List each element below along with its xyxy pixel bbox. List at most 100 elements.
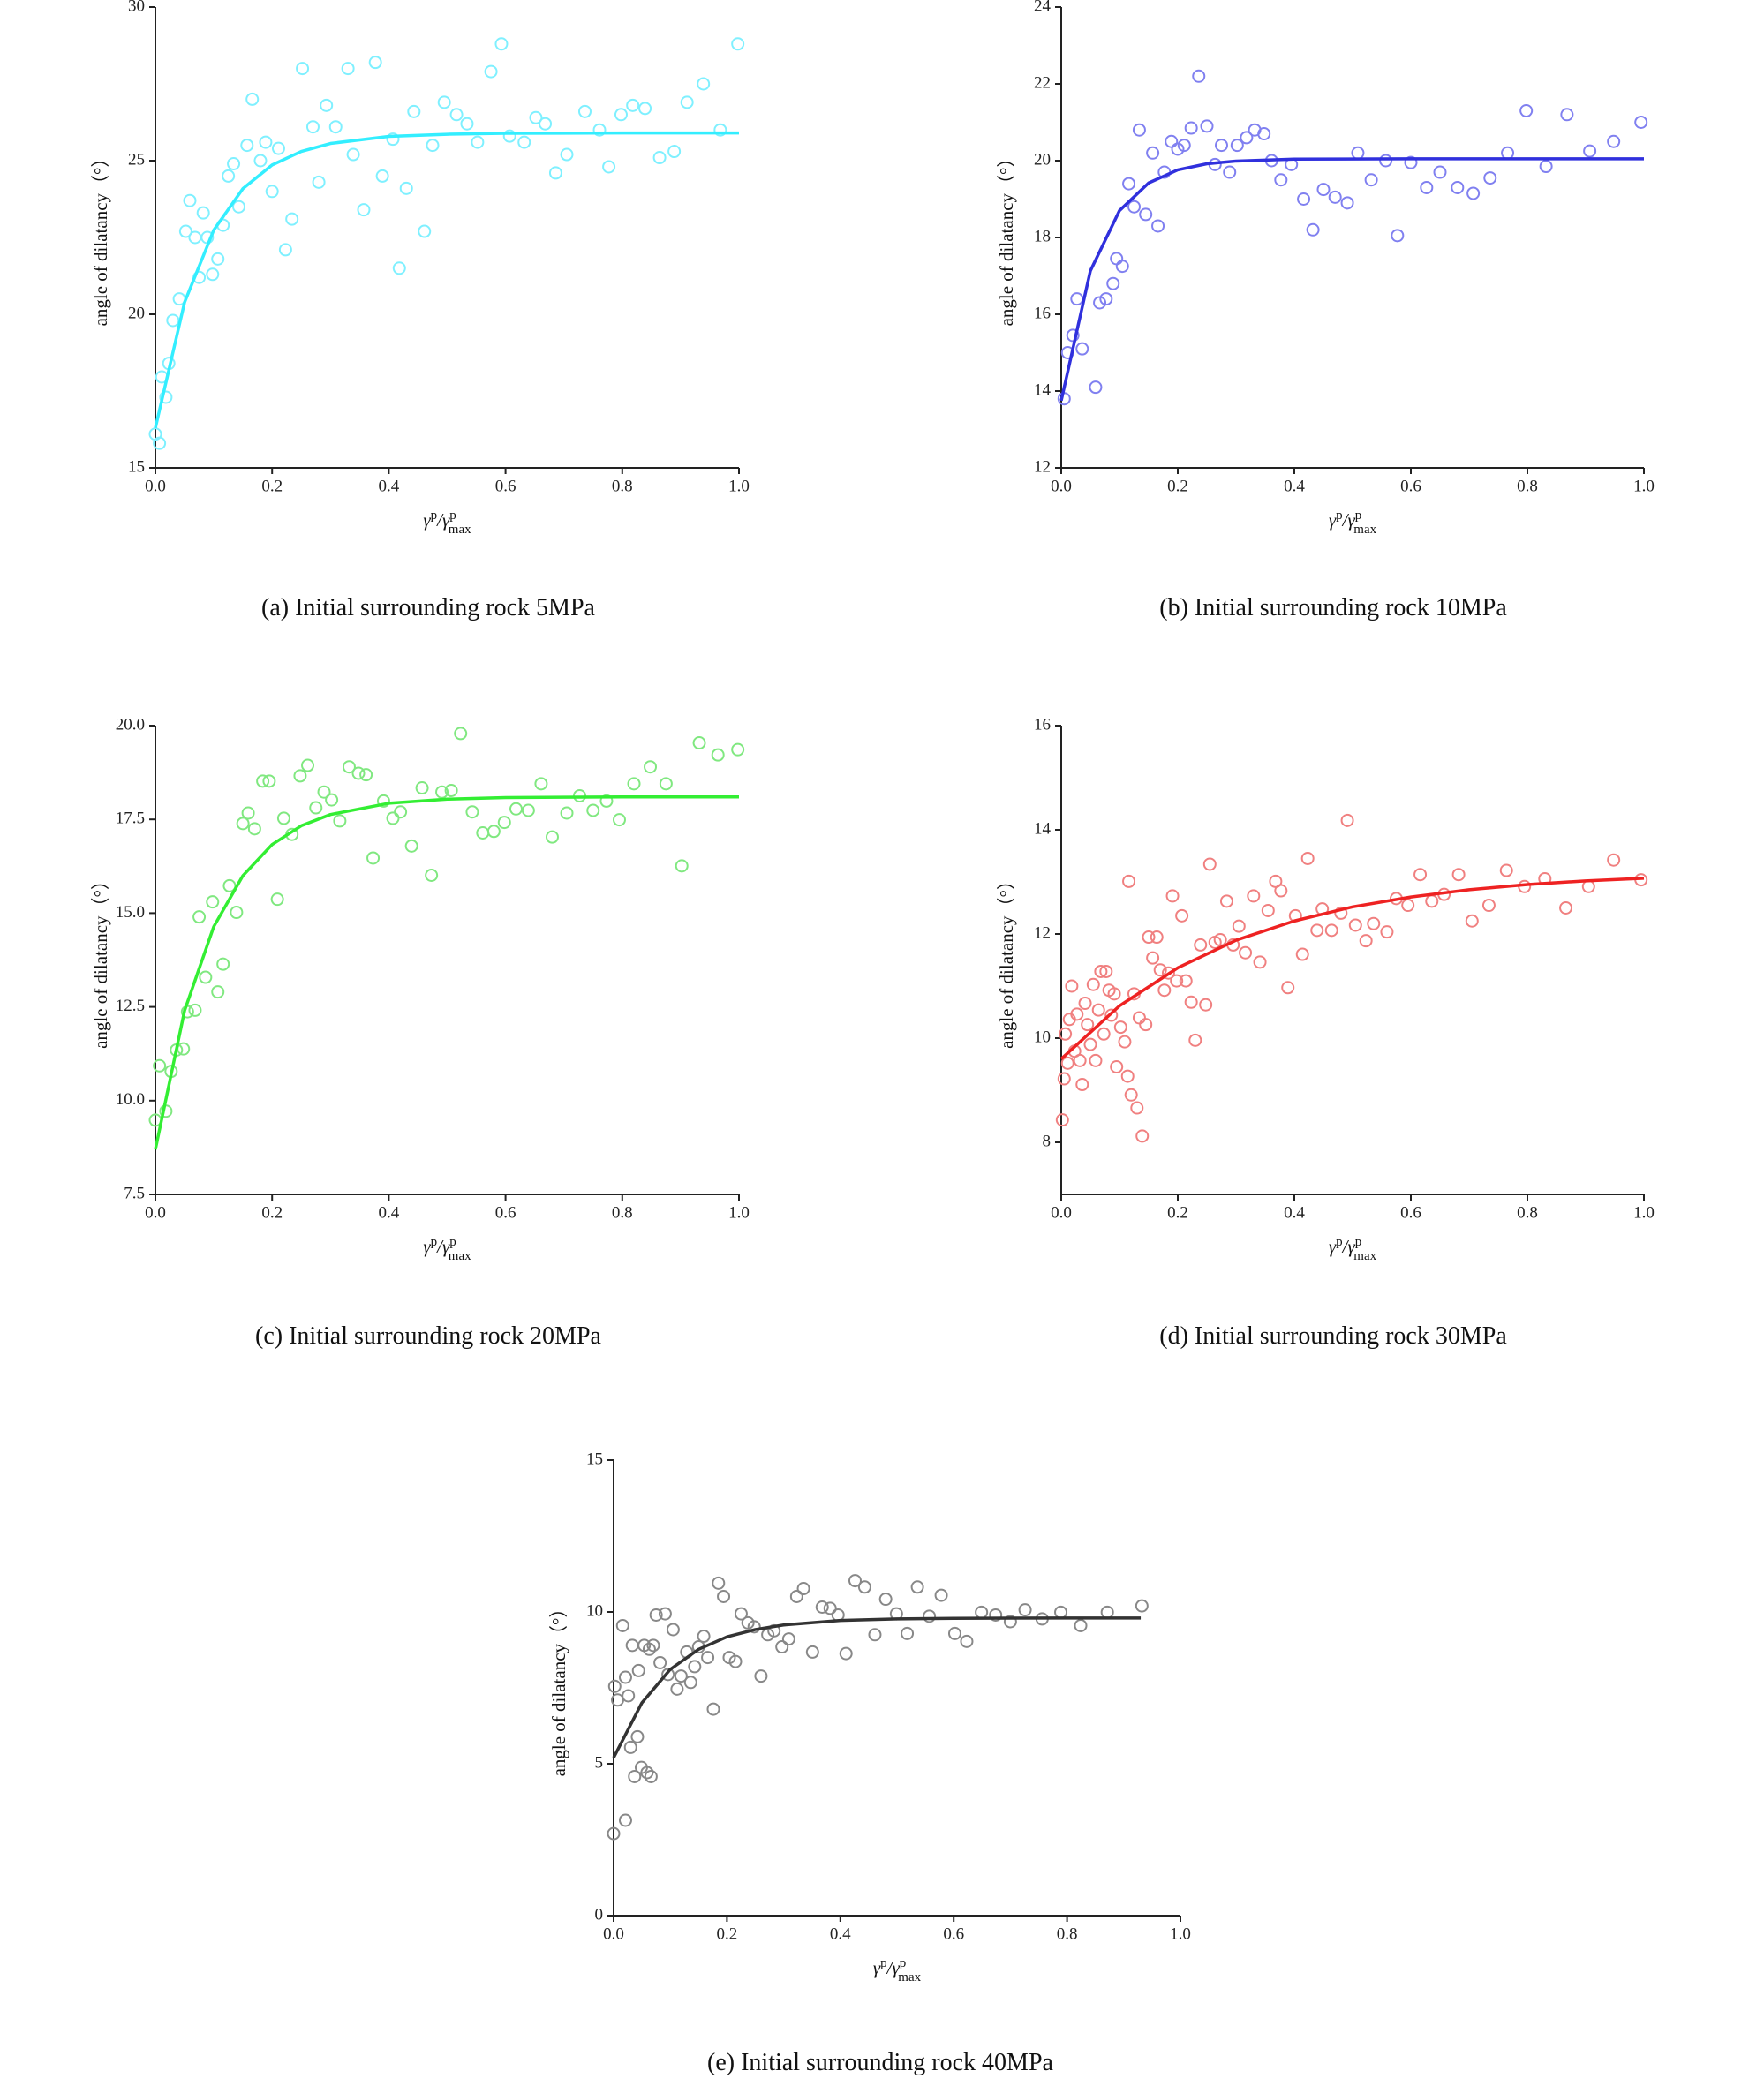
x-tick-label: 0.4 [830,1924,851,1943]
data-point [1091,1003,1105,1017]
data-point [271,141,285,155]
fit-curve [612,1616,1142,1758]
data-point [1127,200,1141,214]
data-point [623,1740,637,1754]
data-point [652,151,667,165]
data-point [1425,894,1439,908]
data-point [683,1676,697,1690]
data-point [868,1628,882,1642]
data-point [638,102,652,116]
x-tick-label: 1.0 [728,477,750,495]
data-point [607,1826,621,1841]
data-point [1300,851,1315,865]
data-point [1240,131,1254,145]
x-axis-label-part: /γ [436,1236,450,1257]
data-point [465,805,479,819]
data-point [560,806,574,820]
data-point [706,1702,720,1716]
x-axis-label-part: γ [873,1957,881,1978]
data-point [1465,914,1479,928]
data-point [658,1607,672,1621]
y-tick-label: 15.0 [116,903,145,922]
data-point [460,117,474,131]
data-point [1074,1618,1088,1632]
data-point [947,1626,961,1640]
data-point [375,169,389,183]
data-point [577,104,592,118]
data-point [701,1651,715,1665]
data-point [1253,955,1267,969]
y-tick-label: 30 [128,0,145,15]
x-tick-label: 0.8 [1517,1203,1538,1222]
data-point [1179,974,1193,988]
data-point [697,1630,711,1644]
data-point [1202,857,1217,871]
data-point [399,181,413,195]
data-point [857,1580,871,1594]
data-point [259,135,273,149]
data-point [713,123,727,137]
data-point [731,742,745,757]
y-tick-label: 7.5 [124,1184,145,1202]
data-point [560,147,574,162]
y-tick-label: 20 [128,304,145,322]
x-axis-label-part: p [880,1956,887,1970]
x-tick-label: 0.6 [1400,477,1421,495]
data-point [1122,177,1136,191]
data-point [1367,916,1381,930]
data-point [1170,974,1184,988]
data-point [418,224,432,238]
x-axis-label-part: p [449,508,456,523]
x-axis-label-part: p [900,1956,907,1970]
data-point [1146,146,1160,160]
data-point [502,129,516,143]
data-point [1065,979,1079,993]
data-point [1215,139,1228,153]
data-point [615,1618,629,1632]
data-point [901,1626,915,1640]
data-point [1634,116,1648,129]
data-point [188,230,202,245]
data-point [1059,1027,1073,1041]
data-point [293,769,307,783]
x-tick-label: 0.4 [1284,477,1305,495]
data-point [196,206,210,220]
fit-curve [1059,877,1645,1060]
data-point [256,774,270,788]
caption: (d) Initial surrounding rock 30MPa [1159,1322,1507,1350]
data-point [211,985,225,999]
data-point [1075,342,1089,356]
data-point [1060,1056,1074,1070]
y-tick-label: 8 [1043,1132,1052,1150]
data-point [644,1769,658,1783]
data-point [1239,945,1253,960]
data-point [878,1593,893,1607]
data-point [305,120,320,134]
data-point [631,1663,645,1677]
x-axis-label: γp/γp max [1329,508,1377,537]
data-point [1404,155,1418,169]
x-tick-label: 0.8 [612,1203,633,1222]
x-axis-label-part: p [1355,1235,1362,1249]
x-tick-label: 0.6 [495,1203,516,1222]
y-tick-label: 14 [1034,380,1052,399]
x-axis-label-part: p [431,508,438,523]
y-axis-label: angle of dilatancy（°） [90,149,111,327]
data-point [368,56,382,70]
data-point [640,1766,654,1780]
data-point [626,98,640,112]
data-point [1151,219,1165,233]
data-point [618,1813,632,1827]
data-point [245,92,260,106]
data-point [775,1640,789,1654]
data-point [1401,899,1415,913]
data-point [607,1679,622,1693]
y-tick-label: 20.0 [116,715,145,734]
data-point [602,160,616,174]
data-point [1364,173,1378,187]
data-point [521,803,535,817]
data-point [1607,134,1621,148]
data-point [1054,1605,1068,1619]
data-point [1124,1088,1138,1102]
data-point [975,1605,989,1619]
